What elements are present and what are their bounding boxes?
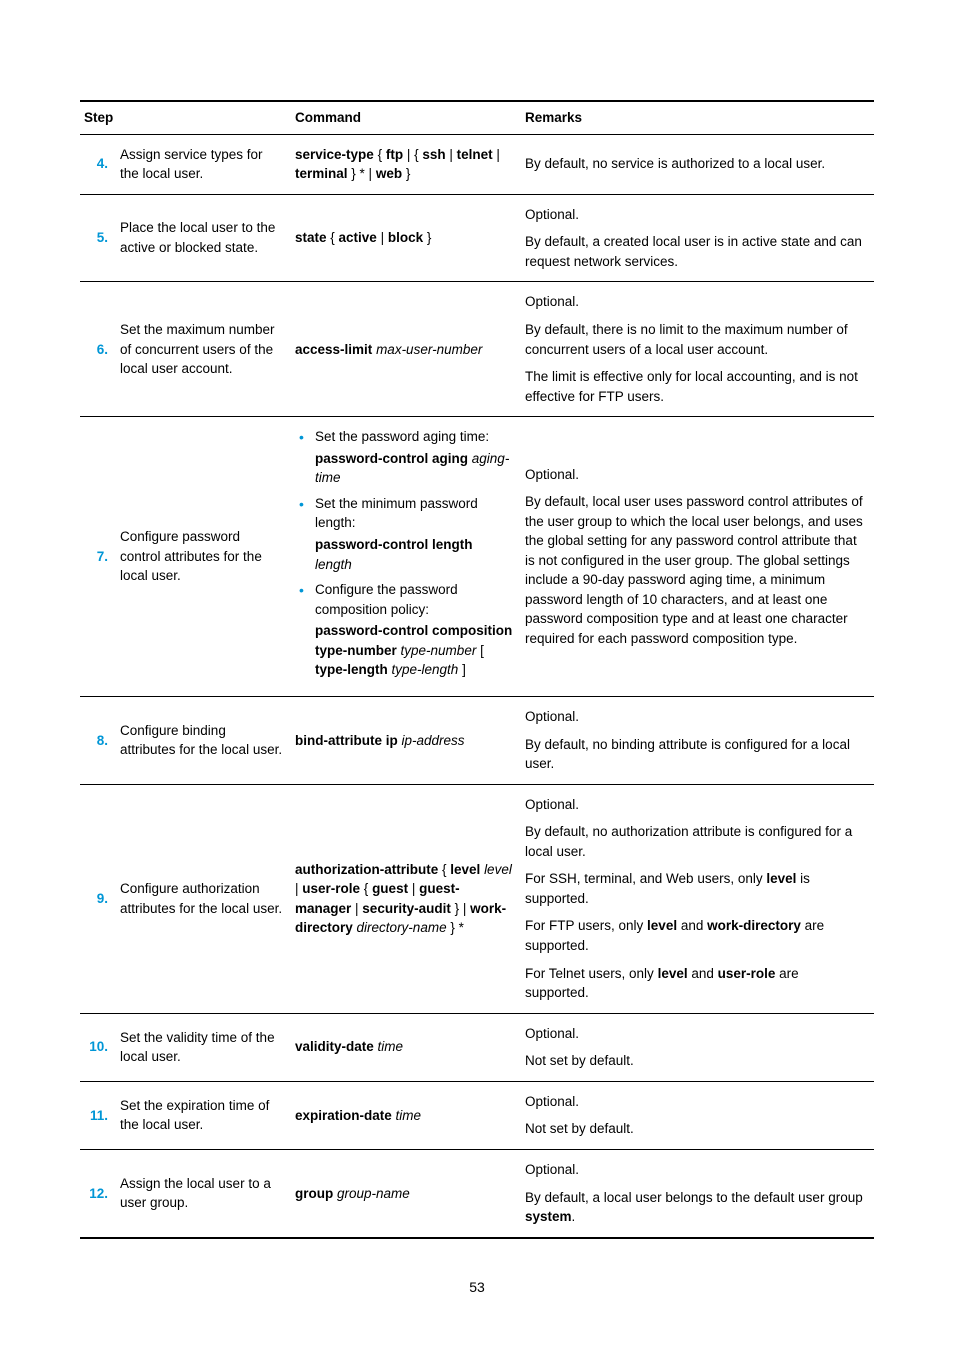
remark-paragraph: For Telnet users, only level and user-ro… xyxy=(525,964,866,1003)
remark-paragraph: By default, there is no limit to the max… xyxy=(525,320,866,359)
step-remarks: By default, no service is authorized to … xyxy=(521,134,874,194)
table-row: 10.Set the validity time of the local us… xyxy=(80,1013,874,1081)
remark-paragraph: By default, no binding attribute is conf… xyxy=(525,735,866,774)
remark-paragraph: The limit is effective only for local ac… xyxy=(525,367,866,406)
step-command: Set the password aging time:password-con… xyxy=(291,417,521,697)
remark-paragraph: Optional. xyxy=(525,205,866,225)
step-description: Configure authorization attributes for t… xyxy=(116,784,291,1013)
remark-paragraph: Optional. xyxy=(525,1024,866,1044)
remark-paragraph: By default, a local user belongs to the … xyxy=(525,1188,866,1227)
remark-paragraph: For SSH, terminal, and Web users, only l… xyxy=(525,869,866,908)
table-row: 9.Configure authorization attributes for… xyxy=(80,784,874,1013)
header-step: Step xyxy=(80,101,291,134)
step-number: 8. xyxy=(80,696,116,784)
header-command: Command xyxy=(291,101,521,134)
remark-paragraph: Not set by default. xyxy=(525,1051,866,1071)
table-row: 7.Configure password control attributes … xyxy=(80,417,874,697)
step-number: 10. xyxy=(80,1013,116,1081)
command-bullet-list: Set the password aging time:password-con… xyxy=(295,427,513,680)
step-remarks: Optional. By default, there is no limit t… xyxy=(521,282,874,417)
remark-paragraph: Optional. xyxy=(525,795,866,815)
step-remarks: Optional. By default, a local user belong… xyxy=(521,1149,874,1237)
remark-paragraph: Optional. xyxy=(525,292,866,312)
table-row: 6.Set the maximum number of concurrent u… xyxy=(80,282,874,417)
step-number: 7. xyxy=(80,417,116,697)
step-number: 9. xyxy=(80,784,116,1013)
remark-paragraph: By default, no authorization attribute i… xyxy=(525,822,866,861)
step-command: expiration-date time xyxy=(291,1081,521,1149)
step-remarks: Optional. Not set by default. xyxy=(521,1081,874,1149)
step-command: validity-date time xyxy=(291,1013,521,1081)
step-command: bind-attribute ip ip-address xyxy=(291,696,521,784)
step-command: state { active | block } xyxy=(291,194,521,282)
step-remarks: Optional. Not set by default. xyxy=(521,1013,874,1081)
remark-paragraph: Optional. xyxy=(525,465,866,485)
table-body: 4.Assign service types for the local use… xyxy=(80,134,874,1238)
command-bullet-item: Configure the password composition polic… xyxy=(295,580,513,680)
step-description: Assign the local user to a user group. xyxy=(116,1149,291,1237)
command-bullet-item: Set the minimum password length:password… xyxy=(295,494,513,574)
config-steps-table: Step Command Remarks 4.Assign service ty… xyxy=(80,100,874,1239)
step-remarks: Optional. By default, a created local use… xyxy=(521,194,874,282)
step-description: Set the expiration time of the local use… xyxy=(116,1081,291,1149)
step-description: Configure password control attributes fo… xyxy=(116,417,291,697)
remark-paragraph: Optional. xyxy=(525,1160,866,1180)
step-number: 12. xyxy=(80,1149,116,1237)
step-description: Place the local user to the active or bl… xyxy=(116,194,291,282)
header-remarks: Remarks xyxy=(521,101,874,134)
table-header-row: Step Command Remarks xyxy=(80,101,874,134)
step-remarks: Optional. By default, no binding attribut… xyxy=(521,696,874,784)
step-number: 11. xyxy=(80,1081,116,1149)
step-remarks: Optional. By default, no authorization at… xyxy=(521,784,874,1013)
table-row: 5.Place the local user to the active or … xyxy=(80,194,874,282)
table-row: 12.Assign the local user to a user group… xyxy=(80,1149,874,1237)
remark-paragraph: Optional. xyxy=(525,1092,866,1112)
remark-paragraph: By default, no service is authorized to … xyxy=(525,154,866,174)
step-command: authorization-attribute { level level | … xyxy=(291,784,521,1013)
step-description: Set the validity time of the local user. xyxy=(116,1013,291,1081)
step-description: Configure binding attributes for the loc… xyxy=(116,696,291,784)
step-command: access-limit max-user-number xyxy=(291,282,521,417)
table-row: 11.Set the expiration time of the local … xyxy=(80,1081,874,1149)
step-remarks: Optional. By default, local user uses pas… xyxy=(521,417,874,697)
remark-paragraph: Optional. xyxy=(525,707,866,727)
step-description: Assign service types for the local user. xyxy=(116,134,291,194)
remark-paragraph: By default, local user uses password con… xyxy=(525,492,866,649)
step-command: group group-name xyxy=(291,1149,521,1237)
page-number: 53 xyxy=(80,1279,874,1295)
remark-paragraph: Not set by default. xyxy=(525,1119,866,1139)
remark-paragraph: For FTP users, only level and work-direc… xyxy=(525,916,866,955)
command-bullet-item: Set the password aging time:password-con… xyxy=(295,427,513,488)
remark-paragraph: By default, a created local user is in a… xyxy=(525,232,866,271)
table-row: 8.Configure binding attributes for the l… xyxy=(80,696,874,784)
step-number: 6. xyxy=(80,282,116,417)
table-row: 4.Assign service types for the local use… xyxy=(80,134,874,194)
step-number: 5. xyxy=(80,194,116,282)
step-description: Set the maximum number of concurrent use… xyxy=(116,282,291,417)
step-number: 4. xyxy=(80,134,116,194)
step-command: service-type { ftp | { ssh | telnet | te… xyxy=(291,134,521,194)
